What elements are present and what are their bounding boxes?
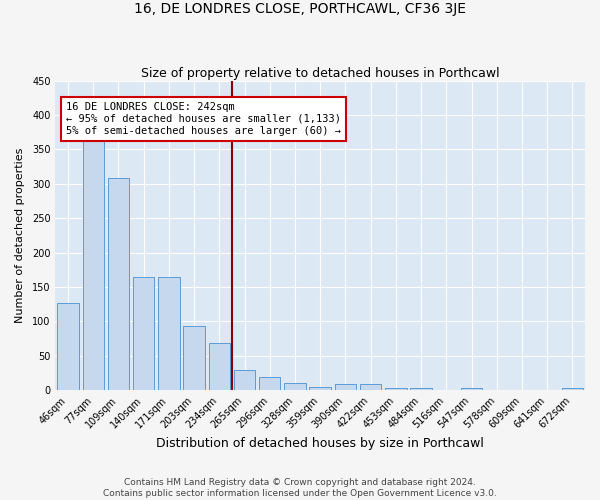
Bar xyxy=(385,388,407,390)
Bar xyxy=(158,278,179,390)
Bar xyxy=(461,388,482,390)
Bar xyxy=(335,384,356,390)
Text: 16, DE LONDRES CLOSE, PORTHCAWL, CF36 3JE: 16, DE LONDRES CLOSE, PORTHCAWL, CF36 3J… xyxy=(134,2,466,16)
Bar xyxy=(310,387,331,390)
Bar xyxy=(259,377,280,390)
Bar xyxy=(284,382,306,390)
X-axis label: Distribution of detached houses by size in Porthcawl: Distribution of detached houses by size … xyxy=(156,437,484,450)
Bar xyxy=(133,278,154,390)
Bar xyxy=(360,384,382,390)
Bar xyxy=(83,137,104,390)
Text: 16 DE LONDRES CLOSE: 242sqm
← 95% of detached houses are smaller (1,133)
5% of s: 16 DE LONDRES CLOSE: 242sqm ← 95% of det… xyxy=(66,102,341,136)
Bar xyxy=(184,326,205,390)
Bar xyxy=(234,370,255,390)
Bar xyxy=(562,388,583,390)
Bar xyxy=(209,343,230,390)
Bar xyxy=(108,178,129,390)
Title: Size of property relative to detached houses in Porthcawl: Size of property relative to detached ho… xyxy=(141,66,500,80)
Text: Contains HM Land Registry data © Crown copyright and database right 2024.
Contai: Contains HM Land Registry data © Crown c… xyxy=(103,478,497,498)
Y-axis label: Number of detached properties: Number of detached properties xyxy=(15,148,25,323)
Bar xyxy=(410,388,432,390)
Bar xyxy=(58,303,79,390)
